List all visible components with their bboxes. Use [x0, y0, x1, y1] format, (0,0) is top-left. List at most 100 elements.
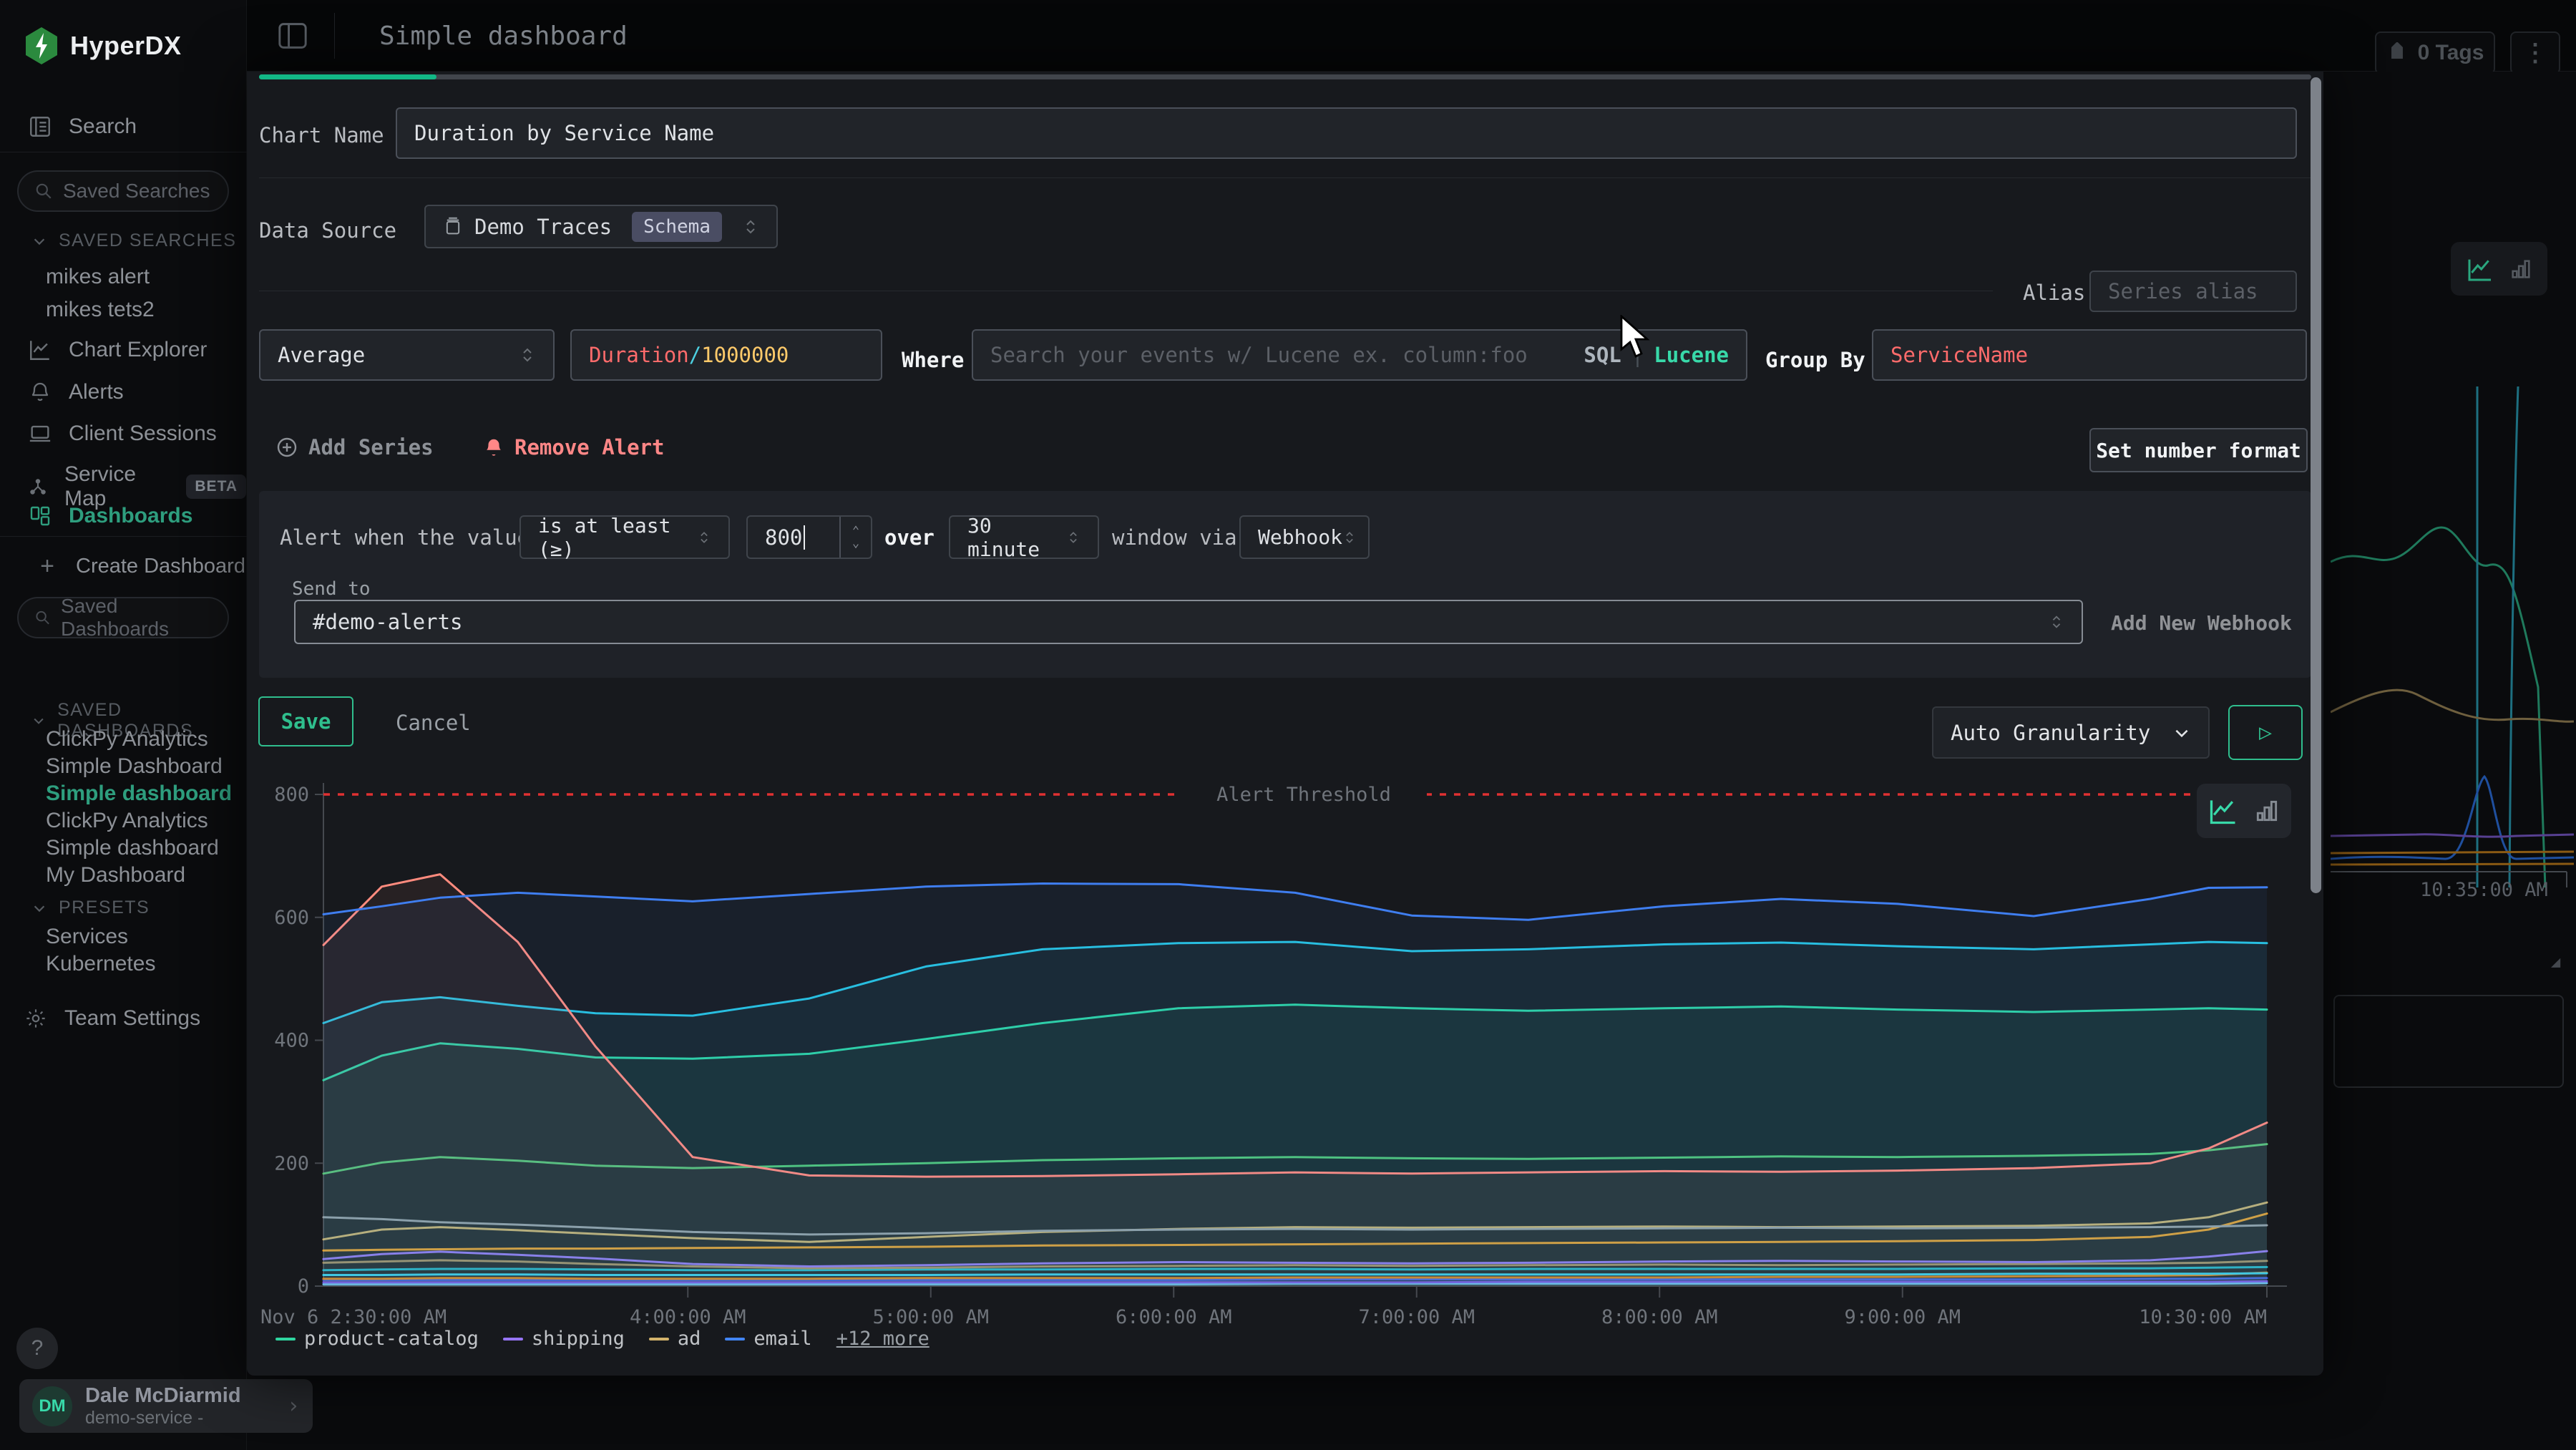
- modal-accent-bar: [259, 74, 2311, 79]
- field-expression-input[interactable]: Duration/1000000: [570, 329, 882, 381]
- text-caret: [804, 525, 806, 550]
- saved-dashboard-item[interactable]: ClickPy Analytics: [46, 809, 208, 832]
- alert-preview-chart: 0 200 400 600 800 Nov 6 2:30:00 AM 4:00:00 AM 5…: [259, 769, 2311, 1378]
- resize-handle-icon[interactable]: ◢: [2551, 953, 2561, 971]
- sidebar-item-search[interactable]: Search: [27, 115, 137, 139]
- alert-channel-select[interactable]: Webhook: [1239, 515, 1370, 559]
- data-source-select[interactable]: Demo Traces Schema: [424, 205, 778, 248]
- mouse-cursor: [1620, 315, 1650, 358]
- bg-chart-type-toggle[interactable]: [2451, 242, 2547, 296]
- topbar: Simple dashboard: [247, 0, 2576, 72]
- saved-search-item[interactable]: mikes alert: [46, 265, 150, 288]
- legend-item[interactable]: ad: [648, 1328, 701, 1350]
- add-new-webhook-button[interactable]: Add New Webhook: [2111, 611, 2292, 635]
- page-title: Simple dashboard: [379, 21, 628, 51]
- remove-alert-button[interactable]: Remove Alert: [483, 435, 665, 459]
- set-number-format-button[interactable]: Set number format: [2089, 428, 2308, 472]
- where-label: Where: [902, 348, 965, 372]
- plus-icon: +: [40, 553, 54, 580]
- sidebar-item-label: Chart Explorer: [69, 338, 208, 361]
- app-logo[interactable]: HyperDX: [24, 27, 182, 64]
- help-button[interactable]: ?: [16, 1328, 58, 1369]
- legend-label: ad: [677, 1328, 701, 1350]
- bar-chart-icon: [2511, 259, 2530, 278]
- preset-item-kubernetes[interactable]: Kubernetes: [46, 952, 156, 975]
- cancel-button[interactable]: Cancel: [396, 711, 471, 735]
- saved-dashboards-input[interactable]: Saved Dashboards: [17, 595, 229, 640]
- alert-operator-select[interactable]: is at least (≥): [519, 514, 730, 561]
- chart-name-label: Chart Name: [259, 123, 384, 147]
- legend-item[interactable]: email: [725, 1328, 812, 1350]
- laptop-icon: [27, 422, 53, 446]
- where-input[interactable]: Search your events w/ Lucene ex. column:…: [972, 329, 1747, 381]
- create-dashboard-button[interactable]: + Create Dashboard: [34, 553, 245, 580]
- legend-label: product-catalog: [304, 1328, 479, 1350]
- bg-time-label: 10:35:00 AM: [2420, 879, 2548, 901]
- line-chart-icon: [2210, 800, 2235, 824]
- saved-dashboards-header[interactable]: SAVED DASHBOARDS: [31, 700, 246, 741]
- saved-searches-input[interactable]: Saved Searches: [17, 170, 229, 212]
- sidebar-item-label: Service Map: [64, 462, 137, 510]
- chart-name-input[interactable]: Duration by Service Name: [396, 107, 2297, 159]
- legend-more-link[interactable]: +12 more: [836, 1328, 930, 1350]
- send-to-label: Send to: [292, 578, 371, 600]
- preset-item-services[interactable]: Services: [46, 925, 129, 948]
- alias-label: Alias: [2023, 281, 2086, 305]
- hyperdx-logo-icon: [26, 27, 57, 64]
- group-by-label: Group By: [1765, 348, 1865, 372]
- run-chart-button[interactable]: ▷: [2228, 705, 2303, 760]
- legend-item[interactable]: shipping: [502, 1328, 625, 1350]
- sidebar-item-dashboards[interactable]: Dashboards: [27, 504, 192, 528]
- sidebar-item-client-sessions[interactable]: Client Sessions: [27, 422, 217, 446]
- user-menu[interactable]: DM Dale McDiarmid demo-service - ›: [19, 1379, 313, 1433]
- granularity-select[interactable]: Auto Granularity: [1932, 706, 2210, 759]
- app-logo-text: HyperDX: [70, 31, 182, 60]
- saved-searches-header[interactable]: SAVED SEARCHES: [31, 230, 236, 251]
- modal-scrollbar[interactable]: [2311, 77, 2321, 893]
- saved-dashboard-item[interactable]: My Dashboard: [46, 863, 186, 887]
- aggregation-select[interactable]: Average: [259, 329, 555, 381]
- chevron-updown-icon: [701, 531, 708, 543]
- save-button[interactable]: Save: [258, 696, 353, 746]
- search-doc-icon: [27, 115, 53, 139]
- saved-searches-placeholder: Saved Searches: [63, 180, 210, 202]
- send-to-select[interactable]: #demo-alerts: [294, 600, 2083, 644]
- saved-dashboard-item[interactable]: ClickPy Analytics: [46, 727, 208, 751]
- saved-dashboard-item-active[interactable]: Simple dashboard: [46, 782, 233, 805]
- bell-icon: [27, 381, 53, 404]
- lucene-mode[interactable]: Lucene: [1654, 343, 1729, 367]
- saved-search-item[interactable]: mikes tets2: [46, 298, 155, 321]
- sidebar-collapse-icon[interactable]: [277, 21, 308, 50]
- database-icon: [446, 217, 460, 234]
- group-by-input[interactable]: ServiceName: [1872, 329, 2307, 381]
- legend-label: shipping: [531, 1328, 625, 1350]
- sql-mode[interactable]: SQL: [1584, 343, 1621, 367]
- alert-threshold-input[interactable]: 800 ⌃ ⌄: [746, 515, 872, 559]
- sidebar-item-team-settings[interactable]: Team Settings: [23, 1006, 200, 1031]
- topbar-divider: [334, 13, 335, 59]
- chart-type-toggle[interactable]: [2197, 784, 2291, 838]
- sidebar-item-chart-explorer[interactable]: Chart Explorer: [27, 338, 207, 362]
- chart-editor-modal: Chart Name Duration by Service Name Data…: [247, 72, 2323, 1376]
- presets-header[interactable]: PRESETS: [31, 897, 150, 918]
- alias-input[interactable]: Series alias: [2089, 271, 2297, 312]
- sidebar-item-service-map[interactable]: Service Map BETA: [27, 462, 246, 511]
- svg-text:4:00:00 AM: 4:00:00 AM: [630, 1306, 746, 1328]
- saved-dashboard-item[interactable]: Simple Dashboard: [46, 754, 223, 778]
- svg-text:8:00:00 AM: 8:00:00 AM: [1601, 1306, 1718, 1328]
- sidebar: HyperDX Search Saved Searches SAVED SEAR…: [0, 0, 247, 1450]
- number-stepper[interactable]: ⌃ ⌄: [839, 517, 871, 558]
- alert-window-select[interactable]: 30 minute: [949, 514, 1099, 561]
- svg-text:0: 0: [298, 1275, 309, 1298]
- sidebar-item-label: Search: [69, 115, 137, 138]
- bar-chart-icon: [2256, 800, 2278, 822]
- legend-item[interactable]: product-catalog: [275, 1328, 479, 1350]
- kebab-menu-button[interactable]: ⋮: [2510, 31, 2560, 74]
- tags-button[interactable]: 0 Tags: [2375, 31, 2495, 74]
- saved-dashboard-item[interactable]: Simple dashboard: [46, 836, 219, 860]
- svg-text:600: 600: [274, 907, 309, 929]
- svg-text:10:30:00 AM: 10:30:00 AM: [2139, 1306, 2267, 1328]
- sidebar-item-alerts[interactable]: Alerts: [27, 380, 124, 404]
- add-series-button[interactable]: Add Series: [275, 435, 434, 459]
- svg-text:Alert Threshold: Alert Threshold: [1216, 784, 1391, 806]
